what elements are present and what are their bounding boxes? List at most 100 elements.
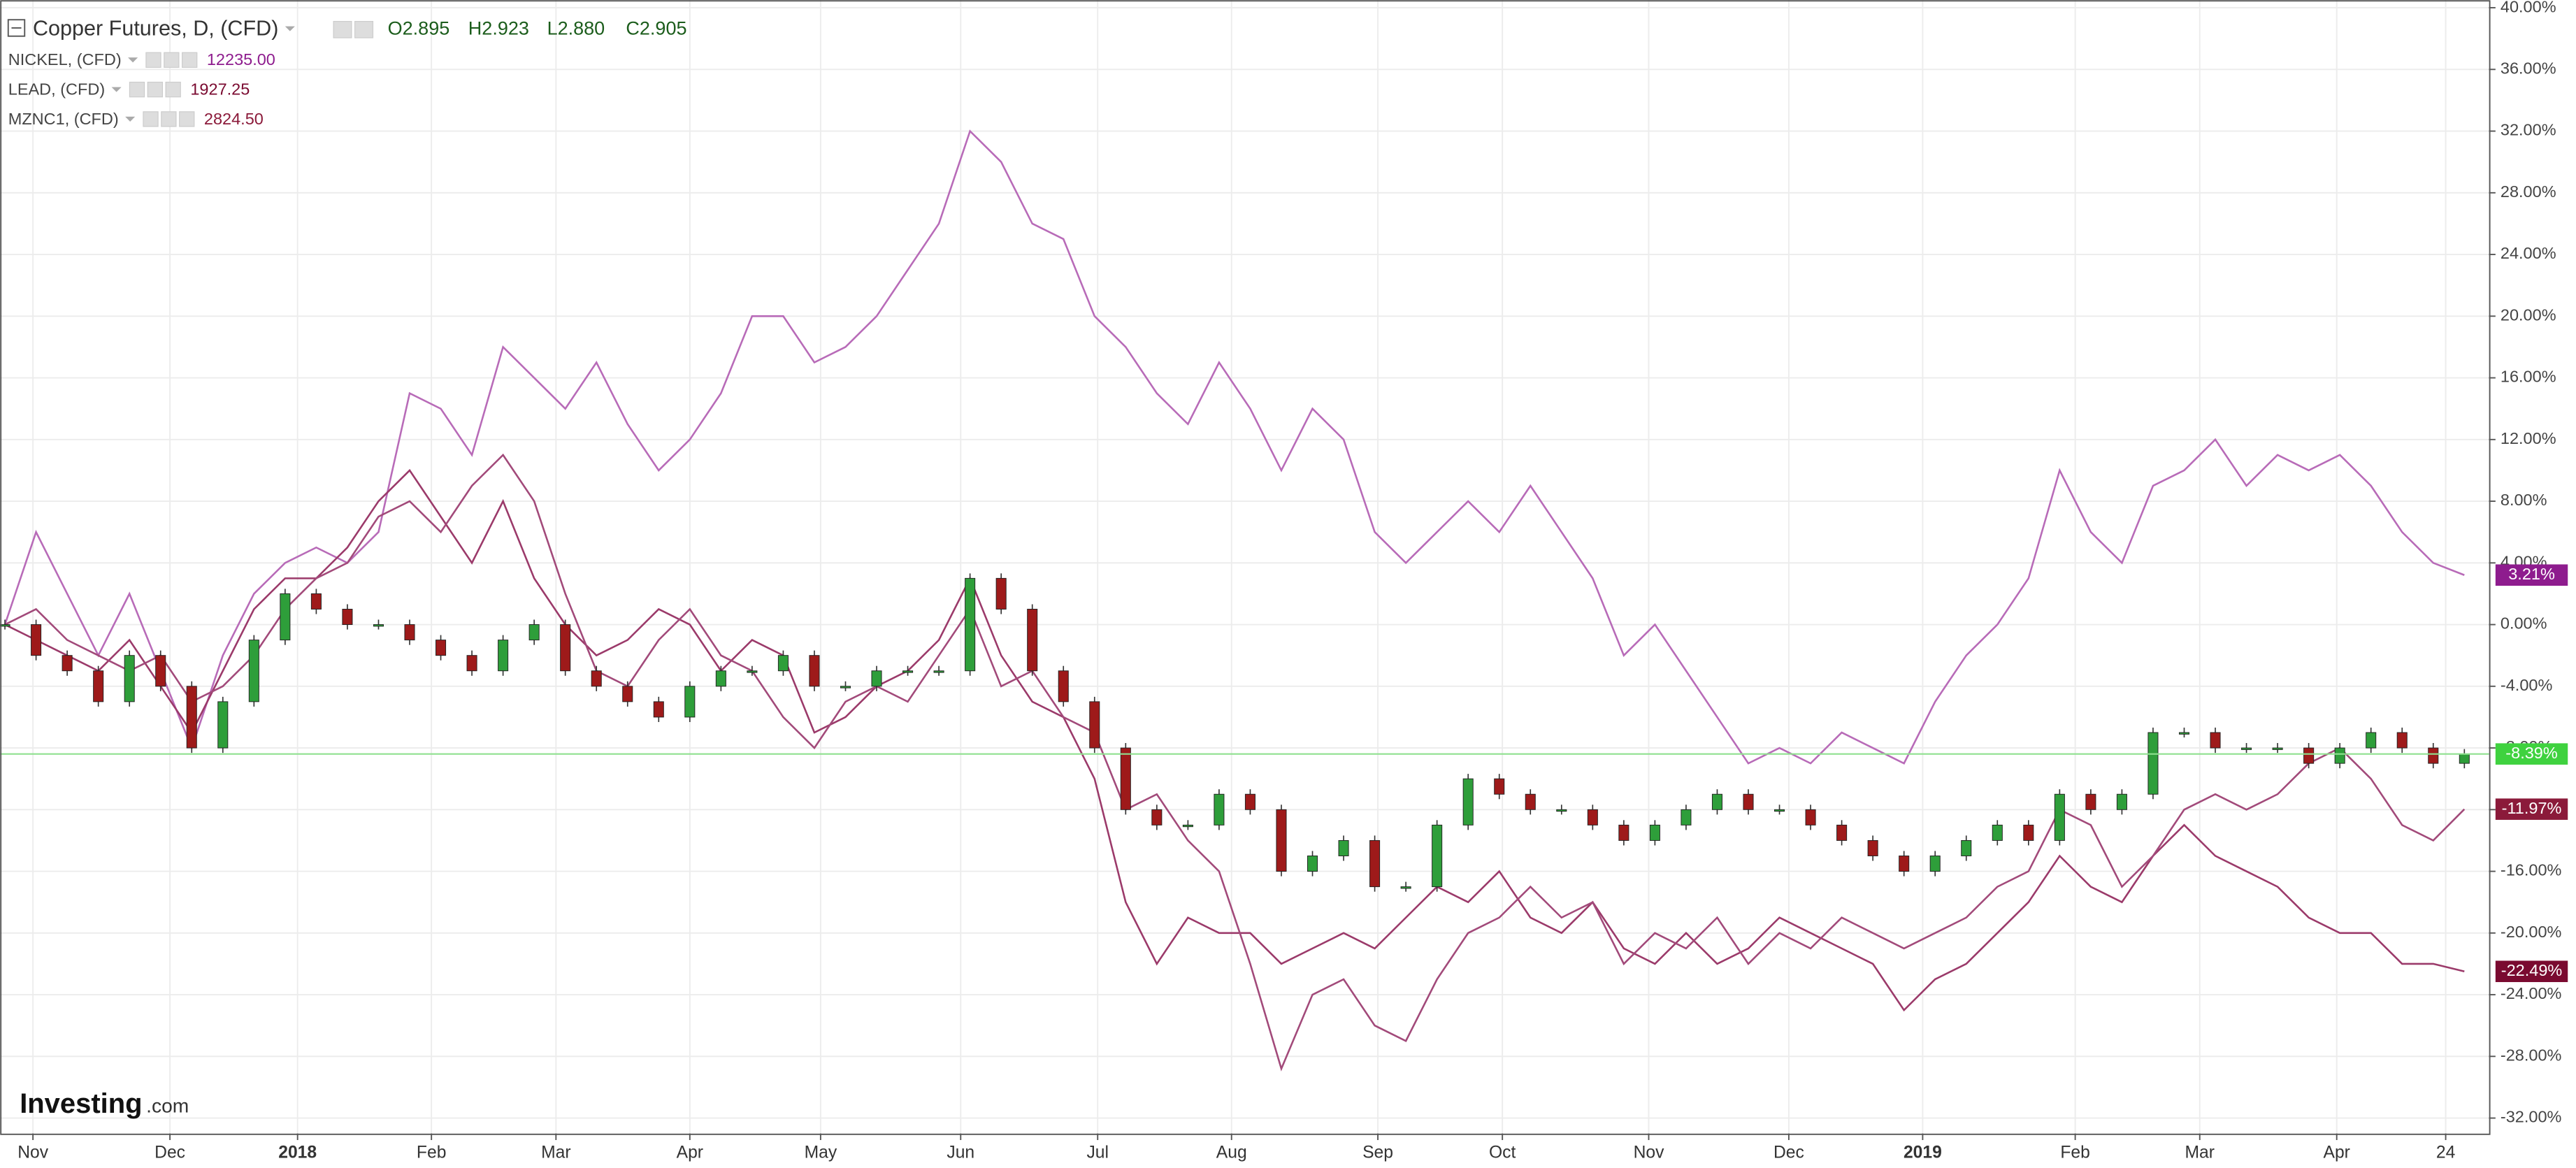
candle-body — [1182, 824, 1193, 828]
legend-button[interactable] — [165, 81, 181, 98]
candle-body — [1369, 839, 1381, 888]
legend-button[interactable] — [143, 111, 159, 127]
candle-body — [965, 577, 976, 672]
x-tick-label: 2018 — [278, 1143, 317, 1162]
last-value-tag — [2495, 743, 2568, 765]
candle-body — [1649, 824, 1660, 841]
x-tick-label: Oct — [1489, 1143, 1516, 1162]
title-dropdown[interactable] — [285, 26, 295, 31]
x-tick-label: Nov — [17, 1143, 49, 1162]
candle-body — [62, 655, 73, 672]
y-tick-label: 0.00% — [2501, 614, 2547, 633]
last-value-tag — [2495, 960, 2568, 983]
ohlc-low: L2.880 — [547, 17, 605, 38]
candle-body — [342, 609, 353, 626]
x-tick-label: Jul — [1086, 1143, 1109, 1162]
candle-body — [715, 670, 726, 687]
candle-body — [1400, 886, 1411, 889]
candle-body — [1929, 856, 1941, 872]
candle-body — [1618, 824, 1629, 841]
collapse-icon[interactable] — [7, 19, 26, 37]
candle-body — [1244, 793, 1255, 810]
candle-body — [248, 640, 259, 702]
candle-body — [217, 701, 229, 749]
x-tick-label: Apr — [2324, 1143, 2350, 1162]
candle-body — [995, 577, 1007, 610]
candle-body — [591, 670, 602, 687]
candle-body — [2147, 732, 2159, 795]
legend-button[interactable] — [129, 81, 145, 98]
y-tick-label: 36.00% — [2501, 59, 2556, 78]
legend-name[interactable]: NICKEL, (CFD) — [8, 50, 122, 69]
candle-body — [2241, 747, 2252, 750]
candle-body — [404, 624, 415, 641]
candle-body — [1027, 609, 1038, 672]
candle-body — [1120, 747, 1131, 810]
candle-body — [1867, 839, 1878, 856]
ohlc-close: C2.905 — [626, 17, 686, 38]
candle-body — [1961, 839, 1972, 856]
candle-body — [280, 593, 291, 641]
candle-body — [2085, 793, 2096, 810]
legend-name[interactable]: MZNC1, (CFD) — [8, 110, 119, 128]
x-tick-label: Dec — [154, 1143, 185, 1162]
title-button[interactable] — [333, 20, 352, 38]
candle-body — [1743, 793, 1754, 810]
legend-dropdown[interactable] — [125, 116, 136, 122]
x-tick-label: Apr — [677, 1143, 703, 1162]
candle-body — [466, 655, 477, 672]
candle-body — [1556, 809, 1567, 812]
x-tick-label: Nov — [1634, 1143, 1665, 1162]
y-tick-label: 12.00% — [2501, 429, 2556, 447]
y-tick-label: -24.00% — [2501, 984, 2562, 1002]
candle-body — [560, 624, 571, 672]
title-button[interactable] — [354, 20, 374, 38]
candle-body — [373, 624, 384, 627]
legend-value: 12235.00 — [207, 50, 275, 69]
candle-body — [2303, 747, 2315, 764]
legend-button[interactable] — [147, 81, 163, 98]
candle-body — [1525, 793, 1536, 810]
legend-button[interactable] — [179, 111, 195, 127]
logo-text: Investing — [20, 1088, 142, 1119]
legend-dropdown[interactable] — [111, 87, 122, 92]
candle-body — [933, 670, 944, 673]
x-tick-label: Sep — [1362, 1143, 1393, 1162]
candle-body — [1089, 701, 1100, 749]
candle-body — [622, 686, 633, 702]
candle-body — [1432, 824, 1443, 888]
candle-body — [436, 640, 447, 656]
legend-dropdown[interactable] — [128, 57, 138, 63]
last-value-tag — [2495, 798, 2568, 820]
series-line — [4, 468, 2465, 1012]
candle-body — [2210, 732, 2221, 749]
candle-body — [1494, 778, 1505, 795]
candle-body — [1899, 856, 1910, 872]
candle-body — [777, 655, 789, 672]
x-tick-label: Feb — [2060, 1143, 2090, 1162]
y-tick-label: 24.00% — [2501, 244, 2556, 262]
candle-body — [2054, 793, 2065, 841]
candle-body — [2396, 732, 2408, 749]
legend-name[interactable]: LEAD, (CFD) — [8, 80, 105, 98]
candle-body — [124, 655, 135, 702]
legend-button[interactable] — [164, 52, 180, 68]
candle-body — [809, 655, 820, 687]
logo: Investing .com — [20, 1088, 189, 1119]
candle-body — [2459, 754, 2470, 764]
candle-body — [498, 640, 509, 672]
y-tick-label: -20.00% — [2501, 923, 2562, 941]
candle-body — [310, 593, 322, 610]
legend-button[interactable] — [161, 111, 177, 127]
candle-body — [1836, 824, 1848, 841]
candle-body — [31, 624, 42, 656]
candle-body — [1711, 793, 1722, 810]
legend-button[interactable] — [182, 52, 198, 68]
candle-body — [653, 701, 664, 718]
x-tick-label: Aug — [1216, 1143, 1247, 1162]
candle-body — [2366, 732, 2377, 749]
y-tick-label: 16.00% — [2501, 368, 2556, 386]
legend-button[interactable] — [145, 52, 161, 68]
